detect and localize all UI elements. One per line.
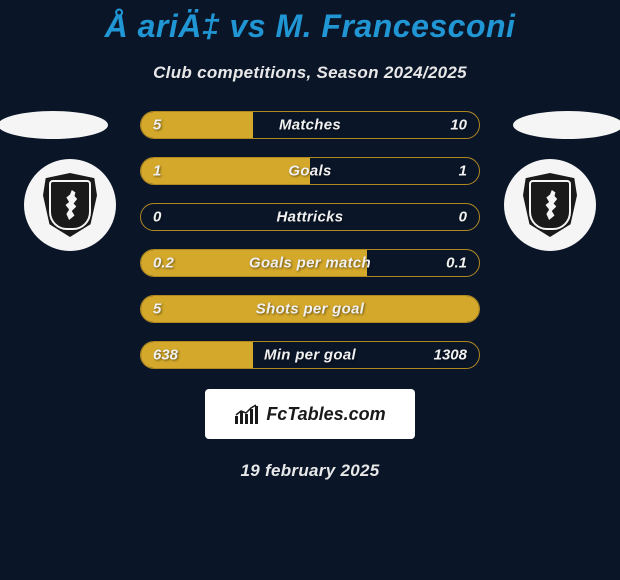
stat-label: Goals xyxy=(288,163,331,180)
stat-left-value: 0 xyxy=(153,209,161,226)
stat-bar-matches: 5 Matches 10 xyxy=(140,111,480,139)
stat-right-value: 0 xyxy=(459,209,467,226)
stat-left-value: 1 xyxy=(153,163,161,180)
shield-icon xyxy=(523,173,577,237)
stat-right-value: 1308 xyxy=(434,347,467,364)
stat-right-value: 10 xyxy=(450,117,467,134)
brand-text: FcTables.com xyxy=(266,404,385,425)
shield-icon xyxy=(43,173,97,237)
date-text: 19 february 2025 xyxy=(0,461,620,481)
seahorse-icon xyxy=(61,190,79,220)
stat-left-value: 638 xyxy=(153,347,178,364)
left-player-col xyxy=(20,111,140,251)
comparison-row: 5 Matches 10 1 Goals 1 0 Hattricks 0 0.2… xyxy=(0,111,620,369)
left-team-badge xyxy=(24,159,116,251)
stat-bar-shots-per-goal: 5 Shots per goal xyxy=(140,295,480,323)
stat-label: Goals per match xyxy=(249,255,371,272)
stat-right-value: 0.1 xyxy=(446,255,467,272)
left-player-oval xyxy=(0,111,108,139)
brand-chart-icon xyxy=(234,404,260,424)
stat-bar-goals-per-match: 0.2 Goals per match 0.1 xyxy=(140,249,480,277)
stat-right-value: 1 xyxy=(459,163,467,180)
stat-bar-hattricks: 0 Hattricks 0 xyxy=(140,203,480,231)
stat-bar-goals: 1 Goals 1 xyxy=(140,157,480,185)
brand-link[interactable]: FcTables.com xyxy=(205,389,415,439)
stats-column: 5 Matches 10 1 Goals 1 0 Hattricks 0 0.2… xyxy=(140,111,480,369)
stat-fill xyxy=(141,158,310,184)
seahorse-icon xyxy=(541,190,559,220)
stat-left-value: 5 xyxy=(153,301,161,318)
right-team-badge xyxy=(504,159,596,251)
right-player-oval xyxy=(513,111,620,139)
stat-label: Matches xyxy=(279,117,341,134)
stat-label: Hattricks xyxy=(277,209,344,226)
page-title: Å ariÄ‡ vs M. Francesconi xyxy=(0,0,620,45)
stat-left-value: 0.2 xyxy=(153,255,174,272)
stat-left-value: 5 xyxy=(153,117,161,134)
stat-label: Shots per goal xyxy=(256,301,364,318)
stat-label: Min per goal xyxy=(264,347,356,364)
stat-bar-min-per-goal: 638 Min per goal 1308 xyxy=(140,341,480,369)
page-subtitle: Club competitions, Season 2024/2025 xyxy=(0,63,620,83)
right-player-col xyxy=(480,111,600,251)
